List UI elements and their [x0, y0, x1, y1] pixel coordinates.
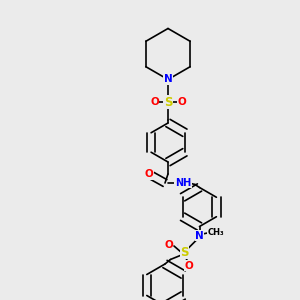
Text: S: S — [164, 95, 172, 109]
Text: S: S — [180, 245, 189, 259]
Text: O: O — [145, 169, 154, 179]
Text: O: O — [184, 260, 194, 271]
Text: NH: NH — [175, 178, 191, 188]
Text: O: O — [164, 239, 173, 250]
Text: CH₃: CH₃ — [208, 228, 224, 237]
Text: N: N — [195, 230, 204, 241]
Text: N: N — [164, 74, 172, 85]
Text: O: O — [177, 97, 186, 107]
Text: O: O — [150, 97, 159, 107]
